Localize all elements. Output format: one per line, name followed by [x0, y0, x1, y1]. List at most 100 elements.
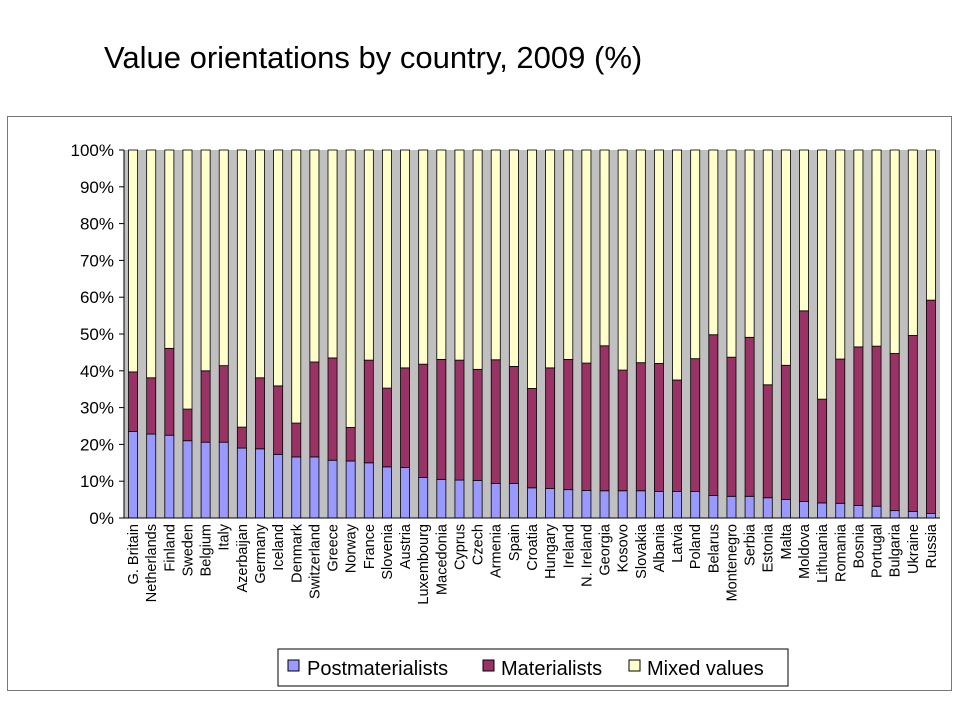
- x-tick-label-slovakia: Slovakia: [634, 523, 650, 579]
- bar-russia-materialists: [926, 299, 936, 514]
- bar-italy-materialists: [218, 365, 229, 443]
- bar-belarus-materialists: [708, 334, 719, 496]
- x-tick-label-armenia: Armenia: [489, 523, 505, 578]
- bar-greece-mixed-values: [327, 149, 338, 359]
- bar-bulgaria-materialists: [889, 353, 900, 512]
- bar-sweden-postmaterialists: [182, 440, 193, 519]
- bar-netherlands-materialists: [146, 377, 157, 435]
- bar-luxembourg-materialists: [418, 363, 429, 478]
- y-tick-label-100: 100%: [71, 141, 114, 160]
- bar-ukraine-postmaterialists: [907, 510, 918, 519]
- bar-armenia-mixed-values: [490, 149, 501, 361]
- x-tick-label-belgium: Belgium: [199, 524, 215, 576]
- bar-austria-materialists: [400, 367, 410, 468]
- x-tick-label-norway: Norway: [344, 523, 360, 573]
- bar-sweden-materialists: [182, 408, 193, 442]
- legend-swatch-postmaterialists: [287, 659, 300, 672]
- x-tick-label-iceland: Iceland: [271, 524, 287, 571]
- legend-swatch-mixed-values: [628, 659, 641, 672]
- x-tick-label-ukraine: Ukraine: [906, 524, 922, 574]
- bar-georgia-postmaterialists: [599, 490, 610, 519]
- bars-group: [128, 149, 936, 519]
- bar-finland-postmaterialists: [164, 434, 175, 519]
- y-tick-label-10: 10%: [80, 472, 114, 491]
- bar-lithuania-materialists: [817, 398, 828, 504]
- bar-albania-mixed-values: [654, 149, 664, 364]
- bar-germany-materialists: [255, 377, 265, 450]
- bar-serbia-materialists: [744, 336, 755, 497]
- bar-slovenia-mixed-values: [381, 149, 392, 389]
- x-tick-label-austria: Austria: [398, 523, 414, 569]
- y-tick-label-70: 70%: [80, 251, 114, 270]
- bar-bosnia-materialists: [853, 346, 864, 506]
- x-tick-label-germany: Germany: [253, 523, 269, 583]
- bar-kosovo-mixed-values: [617, 149, 628, 371]
- bar-moldova-mixed-values: [799, 149, 809, 312]
- x-tick-label-hungary: Hungary: [543, 523, 559, 579]
- bar-slovakia-mixed-values: [635, 149, 646, 364]
- bar-georgia-materialists: [599, 345, 610, 492]
- bar-cyprus-mixed-values: [454, 149, 465, 361]
- bar-italy-mixed-values: [218, 149, 229, 367]
- bar-macedonia-materialists: [436, 358, 447, 480]
- x-tick-label-poland: Poland: [688, 524, 704, 569]
- bar-poland-postmaterialists: [690, 491, 701, 519]
- bar-bosnia-mixed-values: [853, 149, 864, 348]
- y-tick-label-50: 50%: [80, 325, 114, 344]
- x-tick-label-malta: Malta: [779, 523, 795, 559]
- bar-slovenia-postmaterialists: [381, 466, 392, 519]
- x-tick-label-switzerland: Switzerland: [307, 524, 323, 599]
- bar-moldova-postmaterialists: [799, 501, 809, 519]
- bar-iceland-materialists: [273, 385, 284, 455]
- bar-greece-postmaterialists: [327, 459, 338, 519]
- x-tick-label-montenegro: Montenegro: [724, 524, 740, 601]
- x-tick-label-netherlands: Netherlands: [144, 524, 160, 602]
- x-tick-label-russia: Russia: [924, 523, 940, 568]
- bar-austria-postmaterialists: [400, 467, 410, 519]
- bar-malta-postmaterialists: [780, 499, 791, 519]
- bar-albania-materialists: [654, 363, 664, 492]
- bar-bosnia-postmaterialists: [853, 505, 864, 519]
- bar-france-postmaterialists: [363, 462, 374, 519]
- y-tick-label-80: 80%: [80, 215, 114, 234]
- bar-malta-mixed-values: [780, 149, 791, 366]
- x-tick-label-serbia: Serbia: [743, 523, 759, 566]
- bar-estonia-mixed-values: [762, 149, 773, 386]
- bar-n-ireland-materialists: [581, 362, 592, 491]
- bar-romania-postmaterialists: [835, 502, 846, 519]
- bar-albania-postmaterialists: [654, 491, 664, 519]
- bar-belarus-mixed-values: [708, 149, 719, 336]
- bar-macedonia-mixed-values: [436, 149, 447, 360]
- x-tick-label-moldova: Moldova: [797, 523, 813, 579]
- bar-lithuania-mixed-values: [817, 149, 828, 400]
- bar-germany-postmaterialists: [255, 448, 265, 519]
- x-tick-label-ireland: Ireland: [561, 524, 577, 568]
- x-axis-labels: G. Britain Netherlands Finland Sweden Belgiu…: [126, 523, 940, 605]
- x-tick-label-latvia: Latvia: [670, 523, 686, 563]
- x-tick-label-cyprus: Cyprus: [452, 524, 468, 570]
- bar-hungary-materialists: [545, 367, 556, 489]
- bar-ukraine-materialists: [907, 335, 918, 512]
- x-tick-label-luxembourg: Luxembourg: [416, 524, 432, 605]
- x-tick-label-croatia: Croatia: [525, 523, 541, 571]
- y-tick-label-0: 0%: [89, 509, 114, 528]
- x-tick-label-n-ireland: N. Ireland: [579, 524, 595, 587]
- bar-spain-postmaterialists: [508, 483, 519, 519]
- x-tick-label-albania: Albania: [652, 523, 668, 572]
- bar-croatia-materialists: [527, 388, 537, 489]
- bar-luxembourg-mixed-values: [418, 149, 429, 365]
- bar-ireland-postmaterialists: [563, 489, 574, 519]
- bar-azerbaijan-mixed-values: [236, 149, 247, 428]
- bar-czech-mixed-values: [472, 149, 483, 370]
- bar-montenegro-mixed-values: [726, 149, 737, 358]
- x-tick-label-estonia: Estonia: [761, 523, 777, 572]
- bar-switzerland-postmaterialists: [309, 456, 320, 519]
- x-tick-label-france: France: [362, 524, 378, 569]
- x-tick-label-bulgaria: Bulgaria: [888, 523, 904, 577]
- x-tick-label-belarus: Belarus: [706, 524, 722, 573]
- bar-denmark-postmaterialists: [291, 456, 302, 519]
- bar-estonia-postmaterialists: [762, 497, 773, 519]
- y-tick-label-20: 20%: [80, 435, 114, 454]
- bar-denmark-materialists: [291, 422, 302, 458]
- bar-georgia-mixed-values: [599, 149, 610, 347]
